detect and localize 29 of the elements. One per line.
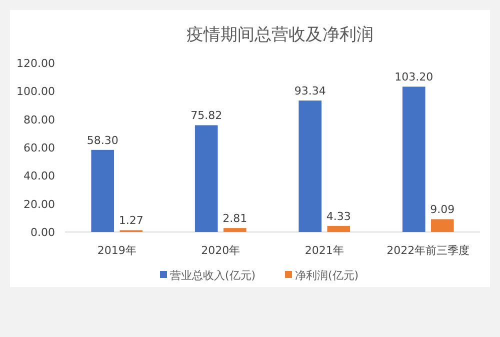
chart-title: 疫情期间总营收及净利润 (186, 25, 374, 45)
bar (430, 219, 454, 232)
y-tick-label: 80.00 (24, 113, 55, 126)
data-label: 9.09 (430, 203, 455, 216)
data-label: 103.20 (394, 70, 434, 84)
legend-label: 营业总收入(亿元) (170, 269, 256, 282)
y-tick-label: 120.00 (16, 57, 55, 70)
bar (327, 226, 350, 232)
data-label: 93.34 (294, 84, 326, 98)
data-label: 1.27 (118, 214, 144, 228)
y-tick-label: 100.00 (16, 85, 55, 98)
bar (91, 150, 114, 232)
bar (223, 228, 246, 232)
y-tick-label: 40.00 (24, 170, 55, 183)
x-tick-label: 2021年 (304, 244, 344, 257)
y-tick-label: 0.00 (30, 226, 55, 239)
data-label: 75.82 (190, 109, 222, 122)
y-tick-label: 20.00 (24, 198, 55, 211)
y-tick-label: 60.00 (24, 142, 55, 154)
bar (402, 86, 426, 232)
data-label: 2.81 (222, 212, 248, 226)
data-label: 4.33 (326, 210, 351, 223)
data-label: 58.30 (86, 134, 118, 147)
x-tick-label: 2020年 (201, 244, 240, 257)
x-tick-label: 2022年前三季度 (386, 244, 470, 257)
x-tick-label: 2019年 (97, 244, 136, 257)
bar (298, 100, 322, 232)
bar (194, 125, 218, 232)
legend-label: 净利润(亿元) (295, 269, 359, 282)
